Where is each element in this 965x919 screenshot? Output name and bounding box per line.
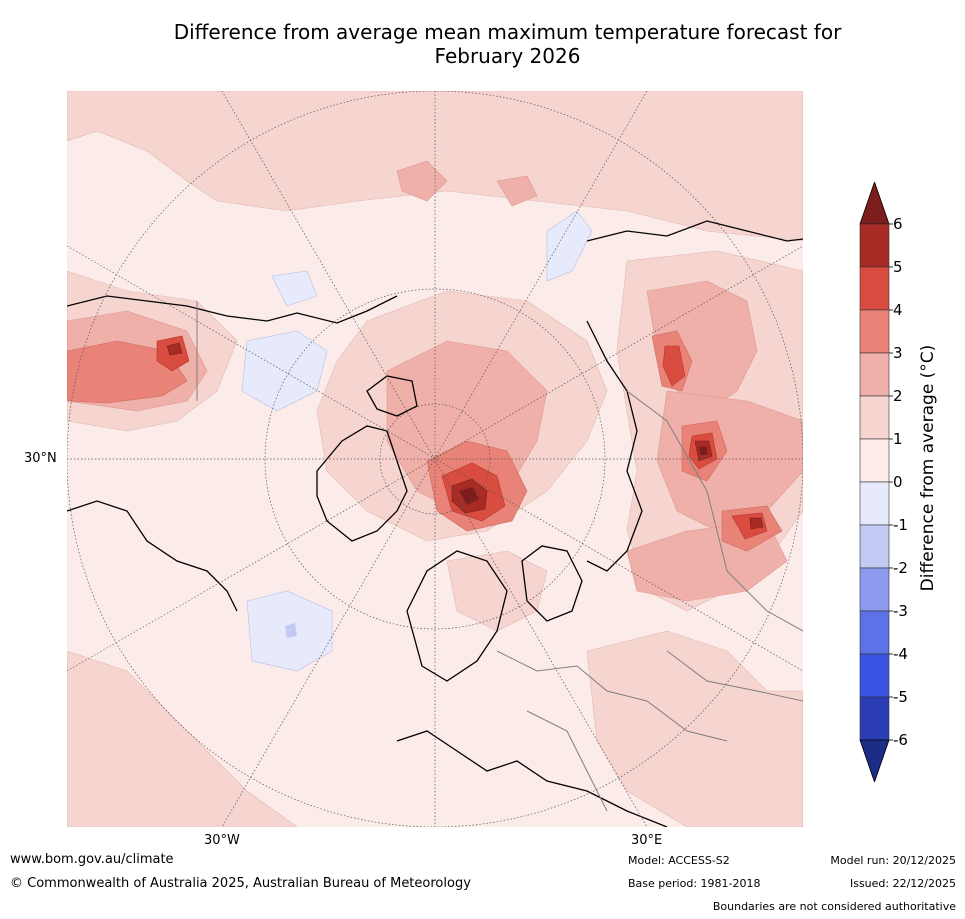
colorbar-tick-label: 5 — [893, 258, 903, 276]
colorbar-segment-m4_m3 — [859, 610, 890, 655]
title-line-2: February 2026 — [434, 44, 581, 68]
colorbar-tick-label: -6 — [893, 731, 908, 749]
colorbar-segment-1_2 — [859, 395, 890, 440]
boundaries-note: Boundaries are not considered authoritat… — [712, 900, 956, 913]
colorbar-tick-label: -5 — [893, 688, 908, 706]
colorbar-segment-m6_m5 — [859, 696, 890, 741]
anomaly-above-6 — [459, 446, 707, 505]
model-run: Model run: 20/12/2025 — [830, 854, 956, 867]
issued-date: Issued: 22/12/2025 — [849, 877, 956, 890]
colorbar-title: Difference from average (°C) — [918, 318, 938, 618]
colorbar-tick-label: -3 — [893, 602, 908, 620]
colorbar-segment-m1_0 — [859, 481, 890, 526]
colorbar-tick-label: 2 — [893, 387, 903, 405]
graticule — [67, 91, 803, 827]
title-line-1: Difference from average mean maximum tem… — [173, 20, 842, 44]
colorbar-segment-0_1 — [859, 438, 890, 483]
colorbar-label: Difference from average (°C) — [918, 344, 938, 592]
colorbar: 6 5 4 3 2 1 0 -1 -2 -3 -4 -5 -6 — [859, 182, 908, 782]
copyright-notice: © Commonwealth of Australia 2025, Austra… — [10, 876, 471, 891]
colorbar-tick-label: 0 — [893, 473, 903, 491]
colorbar-tick-label: 6 — [893, 215, 903, 233]
colorbar-tick-label: 3 — [893, 344, 903, 362]
colorbar-segment-4_5 — [859, 266, 890, 311]
colorbar-segment-m2_m1 — [859, 524, 890, 569]
country-boundaries — [196, 301, 803, 812]
colorbar-segment-2_3 — [859, 352, 890, 397]
coastlines — [67, 220, 803, 827]
map-svg — [67, 91, 803, 827]
colorbar-segment-m3_m2 — [859, 567, 890, 612]
website-link[interactable]: www.bom.gov.au/climate — [10, 852, 174, 867]
colorbar-segment-5_6 — [859, 223, 890, 268]
colorbar-segment-3_4 — [859, 309, 890, 354]
lon-label-30e: 30°E — [631, 833, 663, 848]
anomaly-minus2-minus1 — [285, 623, 297, 638]
colorbar-tick-label: -4 — [893, 645, 908, 663]
colorbar-tick-label: 1 — [893, 430, 903, 448]
map-title: Difference from average mean maximum tem… — [0, 20, 965, 68]
colorbar-extend-bottom — [859, 739, 890, 782]
colorbar-extend-top — [859, 182, 890, 225]
lon-label-30w: 30°W — [204, 833, 240, 848]
colorbar-tick-label: -1 — [893, 516, 908, 534]
lat-label-30n: 30°N — [24, 451, 57, 466]
colorbar-tick-label: -2 — [893, 559, 908, 577]
forecast-map — [67, 91, 803, 827]
colorbar-segment-m5_m4 — [859, 653, 890, 698]
model-info: Model: ACCESS-S2 — [628, 854, 730, 867]
base-period: Base period: 1981-2018 — [628, 877, 761, 890]
colorbar-tick-label: 4 — [893, 301, 903, 319]
